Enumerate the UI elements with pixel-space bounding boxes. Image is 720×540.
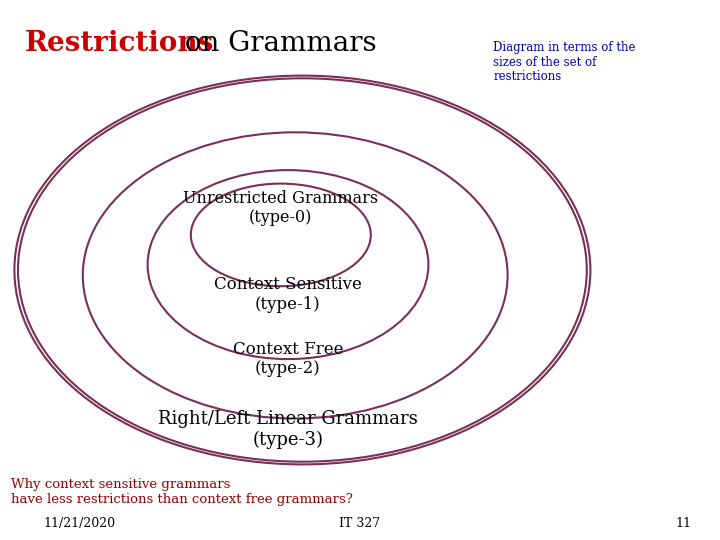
Text: 11: 11 <box>675 517 691 530</box>
Text: Unrestricted Grammars
(type-0): Unrestricted Grammars (type-0) <box>183 190 379 226</box>
Text: Context Sensitive
(type-1): Context Sensitive (type-1) <box>214 276 362 313</box>
Text: Why context sensitive grammars
have less restrictions than context free grammars: Why context sensitive grammars have less… <box>11 478 353 506</box>
Text: Context Free
(type-2): Context Free (type-2) <box>233 341 343 377</box>
Text: IT 327: IT 327 <box>339 517 381 530</box>
Text: Restrictions: Restrictions <box>25 30 215 57</box>
Text: 11/21/2020: 11/21/2020 <box>43 517 115 530</box>
Text: Diagram in terms of the
sizes of the set of
restrictions: Diagram in terms of the sizes of the set… <box>493 40 636 84</box>
Text: on Grammars: on Grammars <box>176 30 377 57</box>
Text: Right/Left Linear Grammars
(type-3): Right/Left Linear Grammars (type-3) <box>158 410 418 449</box>
